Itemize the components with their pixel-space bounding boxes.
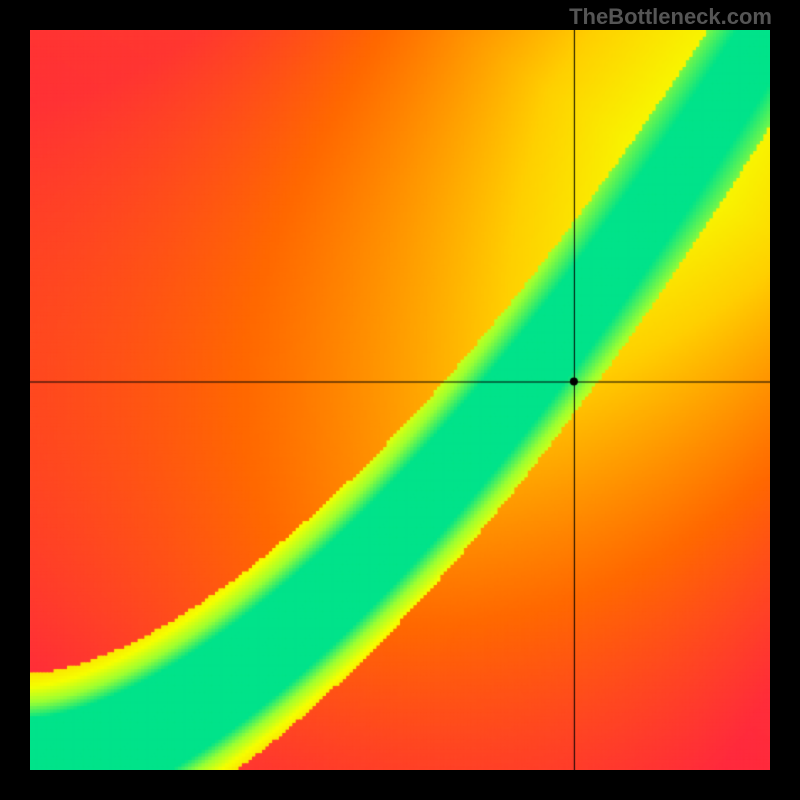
bottleneck-heatmap xyxy=(30,30,770,770)
chart-container: TheBottleneck.com xyxy=(0,0,800,800)
watermark-text: TheBottleneck.com xyxy=(569,4,772,30)
